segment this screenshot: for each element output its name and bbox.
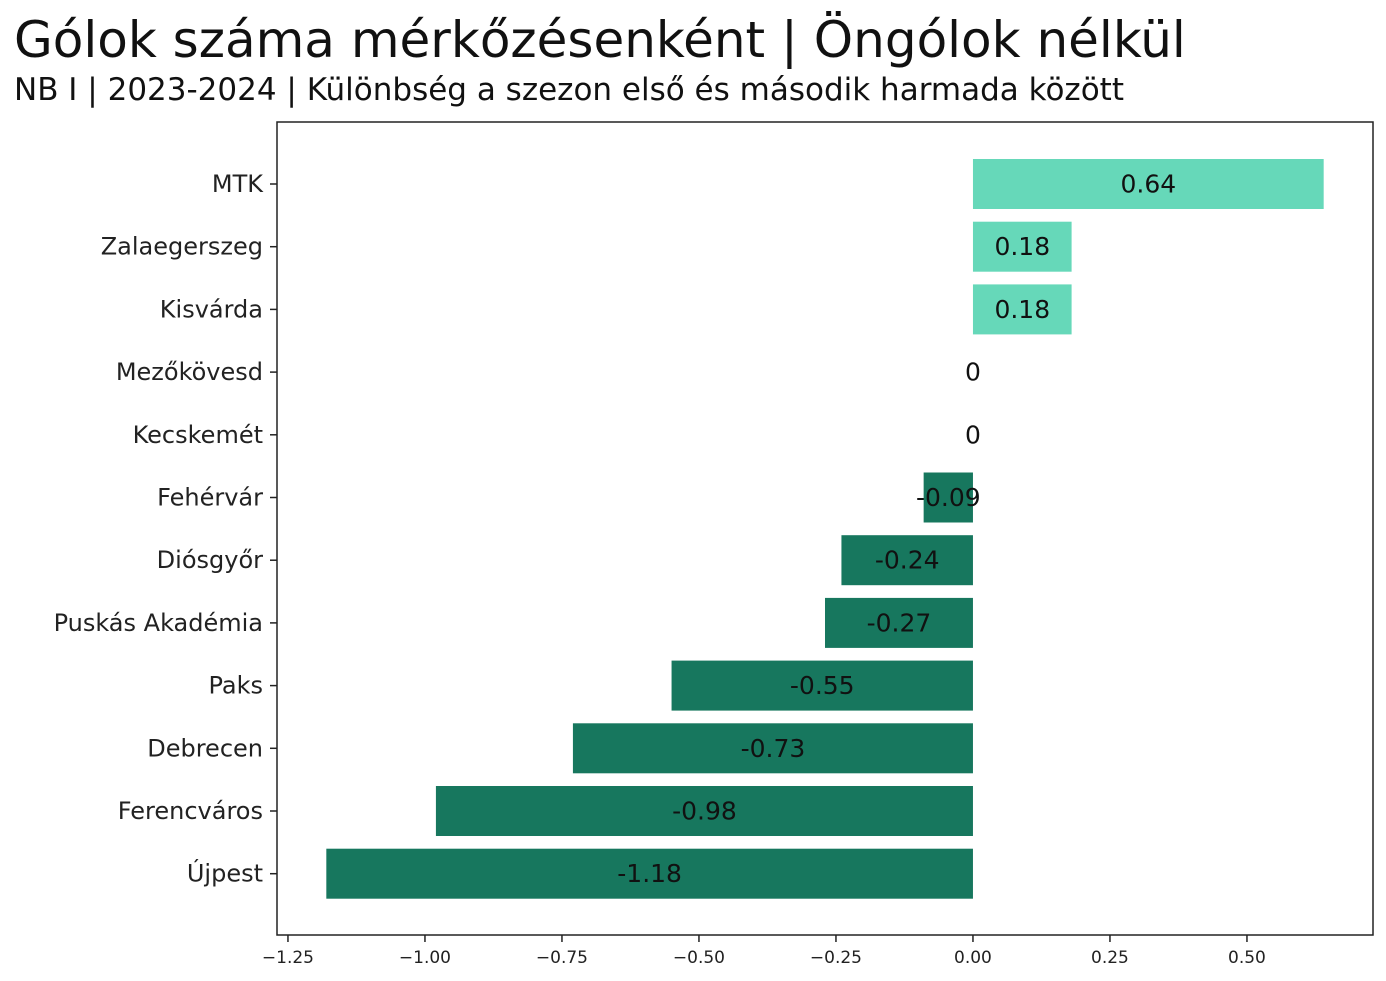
y-tick-label-2: Kisvárda [160, 295, 263, 323]
bar-9 [572, 723, 973, 774]
value-label-6: -0.24 [875, 546, 940, 575]
y-tick-label-5: Fehérvár [157, 484, 263, 512]
y-tick-label-9: Debrecen [147, 734, 263, 762]
x-tick-label-6: 0.25 [1091, 948, 1129, 968]
bar-7 [825, 597, 973, 648]
y-tick-label-6: Diósgyőr [157, 546, 263, 574]
x-tick-label-2: −0.75 [536, 948, 588, 968]
bars-group [326, 159, 1324, 899]
bar-0 [972, 159, 1324, 209]
value-label-7: -0.27 [867, 608, 932, 637]
chart-title: Gólok száma mérkőzésenként | Öngólok nél… [14, 11, 1186, 69]
value-label-9: -0.73 [741, 734, 806, 763]
y-tick-label-3: Mezőkövesd [116, 358, 263, 386]
value-label-10: -0.98 [672, 797, 737, 826]
bar-6 [841, 535, 973, 586]
value-label-2: 0.18 [994, 295, 1050, 324]
chart-subtitle: NB I | 2023-2024 | Különbség a szezon el… [14, 72, 1124, 108]
bar-10 [435, 786, 973, 836]
value-label-0: 0.64 [1120, 170, 1176, 199]
x-axis: −1.25 −1.00 −0.75 −0.50 −0.25 0.00 0.25 0.50 [262, 935, 1266, 968]
x-tick-label-7: 0.50 [1228, 948, 1266, 968]
value-label-8: -0.55 [790, 671, 855, 700]
x-tick-label-3: −0.50 [673, 948, 725, 968]
y-tick-label-4: Kecskemét [133, 421, 263, 449]
x-tick-label-5: 0.00 [954, 948, 992, 968]
x-tick-label-4: −0.25 [810, 948, 862, 968]
value-label-1: 0.18 [994, 232, 1050, 261]
value-label-3: 0 [965, 358, 981, 387]
y-tick-label-10: Ferencváros [118, 797, 263, 825]
plot-frame [276, 121, 1374, 936]
value-label-5: -0.09 [916, 483, 981, 512]
value-label-11: -1.18 [617, 859, 682, 888]
bar-5 [923, 472, 973, 523]
value-label-4: 0 [965, 420, 981, 449]
y-tick-label-8: Paks [208, 672, 263, 700]
bar-8 [671, 660, 973, 711]
y-axis: MTK Zalaegerszeg Kisvárda Mezőkövesd Kecskem… [54, 170, 277, 888]
x-tick-label-1: −1.00 [399, 948, 451, 968]
bar-11 [326, 848, 973, 899]
bar-2 [972, 284, 1072, 335]
y-tick-label-11: Újpest [187, 858, 263, 888]
y-tick-label-0: MTK [212, 170, 264, 198]
x-tick-label-0: −1.25 [262, 948, 314, 968]
bar-1 [972, 221, 1072, 272]
value-labels-group: 0.64 0.18 0.18 0 0 -0.09 -0.24 -0.27 -0.55 -0.73 -… [617, 170, 1176, 889]
y-tick-label-7: Puskás Akadémia [54, 609, 263, 637]
y-tick-label-1: Zalaegerszeg [101, 233, 263, 261]
